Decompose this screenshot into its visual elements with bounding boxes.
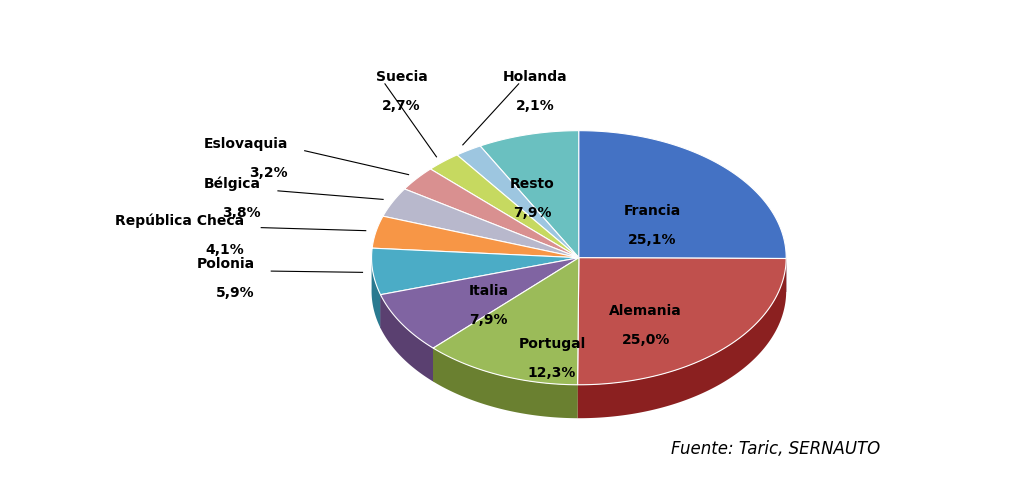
Text: 25,0%: 25,0% [622, 333, 670, 347]
Text: 5,9%: 5,9% [216, 286, 255, 300]
Polygon shape [578, 258, 786, 385]
Text: Alemania: Alemania [609, 304, 682, 318]
Text: 7,9%: 7,9% [513, 206, 551, 220]
Polygon shape [381, 295, 433, 382]
Text: Bélgica: Bélgica [204, 176, 261, 191]
Polygon shape [433, 258, 579, 382]
Text: 3,2%: 3,2% [250, 166, 288, 180]
Text: 3,8%: 3,8% [222, 206, 261, 220]
Polygon shape [381, 258, 579, 328]
Text: Italia: Italia [469, 284, 509, 298]
Polygon shape [433, 258, 579, 385]
Text: Portugal: Portugal [518, 337, 586, 351]
Polygon shape [372, 248, 579, 295]
Polygon shape [480, 131, 579, 258]
Polygon shape [383, 189, 579, 258]
Text: Resto: Resto [510, 177, 554, 191]
Text: 2,7%: 2,7% [382, 99, 421, 113]
Polygon shape [578, 258, 786, 418]
Text: Suecia: Suecia [376, 70, 428, 84]
Polygon shape [381, 258, 579, 348]
Polygon shape [430, 155, 579, 258]
Polygon shape [404, 169, 579, 258]
Polygon shape [457, 146, 579, 258]
Text: 7,9%: 7,9% [469, 313, 508, 327]
Polygon shape [381, 258, 579, 328]
Polygon shape [372, 216, 579, 258]
Polygon shape [433, 348, 578, 418]
Polygon shape [579, 258, 786, 292]
Polygon shape [579, 258, 786, 292]
Polygon shape [578, 258, 579, 418]
Polygon shape [579, 131, 786, 258]
Text: Polonia: Polonia [197, 257, 255, 271]
Text: 12,3%: 12,3% [528, 366, 577, 380]
Text: 25,1%: 25,1% [628, 233, 677, 247]
Text: República Checa: República Checa [116, 213, 245, 228]
Text: 2,1%: 2,1% [516, 99, 555, 113]
Text: 4,1%: 4,1% [206, 242, 245, 257]
Text: Fuente: Taric, SERNAUTO: Fuente: Taric, SERNAUTO [671, 441, 880, 458]
Text: Francia: Francia [624, 203, 681, 217]
Polygon shape [578, 258, 579, 418]
Text: Holanda: Holanda [503, 70, 567, 84]
Polygon shape [433, 258, 579, 382]
Polygon shape [372, 255, 381, 328]
Text: Eslovaquia: Eslovaquia [204, 137, 288, 151]
